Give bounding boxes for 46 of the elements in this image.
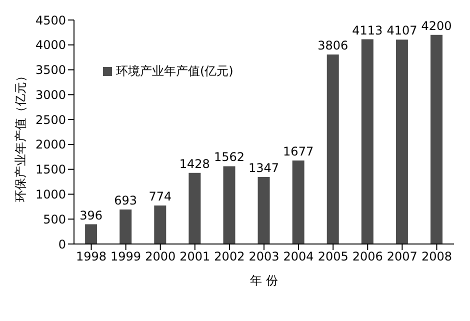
data-label: 1677 [283, 144, 314, 159]
bar [396, 40, 408, 244]
y-tick-label: 2000 [35, 138, 66, 152]
x-tick-label: 2008 [421, 250, 452, 264]
data-label: 1347 [248, 160, 280, 175]
x-tick-label: 2005 [318, 250, 348, 264]
data-label: 4107 [386, 24, 418, 38]
y-tick-label: 3000 [35, 88, 66, 102]
bar [85, 224, 98, 244]
data-label: 3806 [318, 38, 348, 53]
data-label: 4113 [352, 23, 383, 38]
bar [120, 210, 132, 244]
y-tick-label: 3500 [35, 63, 66, 78]
bar [430, 34, 443, 244]
x-tick-label: 2003 [248, 250, 280, 264]
x-tick-label: 1999 [110, 250, 142, 264]
x-tick-label: 1998 [76, 250, 107, 264]
data-label: 4200 [421, 18, 452, 33]
bar [258, 176, 270, 244]
y-tick-label: 0 [58, 237, 66, 252]
bar [292, 160, 304, 244]
y-tick-label: 500 [43, 212, 66, 226]
data-label: 693 [114, 194, 138, 208]
x-tick-label: 2002 [214, 250, 245, 264]
x-tick-label: 2007 [386, 250, 418, 264]
y-tick-label: 4500 [35, 13, 66, 28]
y-tick-label: 4000 [35, 38, 66, 52]
bar [326, 54, 339, 244]
data-label: 1562 [214, 150, 245, 164]
y-tick-label: 2500 [35, 112, 66, 127]
data-label: 774 [148, 189, 172, 204]
x-axis-title: 年 份 [250, 274, 278, 288]
x-tick-label: 2004 [283, 250, 314, 264]
x-tick-label: 2000 [145, 250, 176, 264]
x-tick-label: 2001 [180, 250, 210, 264]
bar [154, 205, 166, 244]
bar [361, 39, 374, 244]
data-label: 396 [80, 208, 103, 222]
bar [223, 166, 236, 244]
x-tick-label: 2006 [352, 250, 383, 264]
y-axis-title: 环保产业年产值（亿元） [13, 70, 28, 202]
y-tick-label: 1000 [35, 187, 66, 202]
bar [188, 172, 201, 244]
data-label: 1428 [179, 156, 210, 171]
y-tick-label: 1500 [35, 162, 66, 177]
legend-label: 环境产业年产值(亿元) [116, 64, 234, 78]
